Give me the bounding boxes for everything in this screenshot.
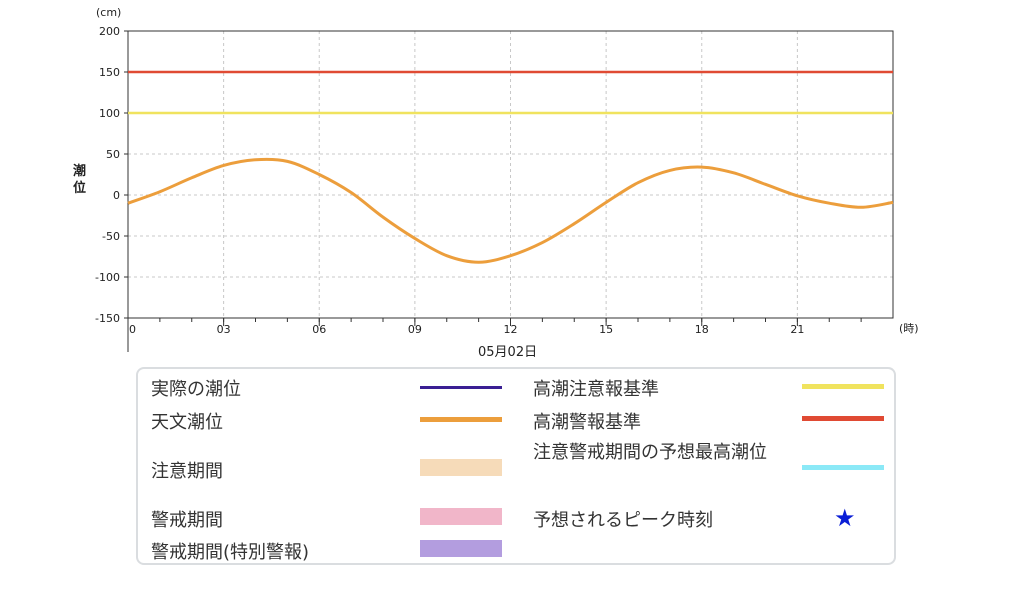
legend-label-special-warning-period: 警戒期間(特別警報) [151, 542, 310, 563]
legend-label-actual-tide: 実際の潮位 [151, 379, 241, 400]
y-unit-label: (cm) [96, 6, 121, 19]
legend-label-forecast-max-tide: 注意警戒期間の予想最高潮位 [533, 442, 767, 463]
legend-swatch-actual-tide [420, 386, 502, 389]
x-tick-label: 09 [408, 323, 422, 336]
legend-swatch-caution-period [420, 459, 502, 476]
series-lines [127, 157, 894, 264]
legend-label-astronomical-tide: 天文潮位 [151, 412, 223, 433]
grid-lines [128, 31, 893, 318]
x-unit-label: (時) [899, 322, 919, 335]
x-tick-label: 0 [129, 323, 136, 336]
tide-chart: 200 150 100 50 0 -50 -100 -150 0 03 06 09 12 15 18 21 (… [73, 6, 919, 360]
series-line [127, 157, 894, 264]
x-tick-label: 03 [217, 323, 231, 336]
y-tick-label: 100 [99, 107, 120, 120]
x-tick-label: 18 [695, 323, 709, 336]
legend-swatch-warning-period [420, 508, 502, 525]
reference-lines [128, 70, 893, 115]
y-tick-label: -50 [102, 230, 120, 243]
star-icon: ★ [834, 504, 856, 532]
date-label: 05月02日 [478, 345, 537, 360]
legend-swatch-forecast-max-tide [802, 465, 884, 470]
y-tick-label: -150 [95, 312, 120, 325]
y-tick-label: -100 [95, 271, 120, 284]
y-axis-title: 潮 位 [73, 163, 86, 196]
legend-swatch-astronomical-tide [420, 417, 502, 422]
x-tick-label: 06 [312, 323, 326, 336]
x-tick-label: 15 [599, 323, 613, 336]
legend-label-storm-surge-warning-level: 高潮警報基準 [533, 412, 641, 433]
y-axis-title-char: 位 [73, 180, 86, 196]
y-tick-label: 200 [99, 25, 120, 38]
y-tick-label: 150 [99, 66, 120, 79]
legend-swatch-special-warning-period [420, 540, 502, 557]
legend-label-caution-period: 注意期間 [151, 461, 223, 482]
legend-label-warning-period: 警戒期間 [151, 510, 223, 531]
y-tick-label: 0 [113, 189, 120, 202]
axes: 200 150 100 50 0 -50 -100 -150 0 03 06 09 12 15 18 21 [95, 25, 862, 352]
y-tick-label: 50 [106, 148, 120, 161]
legend-label-peak-time: 予想されるピーク時刻 [533, 510, 713, 531]
x-tick-label: 12 [504, 323, 518, 336]
legend-label-storm-surge-advisory-level: 高潮注意報基準 [533, 379, 659, 400]
legend: 実際の潮位 天文潮位 注意期間 警戒期間 警戒期間(特別警報) 高潮注意報基準 … [136, 367, 896, 565]
y-axis-title-char: 潮 [73, 163, 86, 179]
legend-swatch-storm-surge-warning-level [802, 416, 884, 421]
x-tick-label: 21 [790, 323, 804, 336]
legend-swatch-storm-surge-advisory-level [802, 384, 884, 389]
